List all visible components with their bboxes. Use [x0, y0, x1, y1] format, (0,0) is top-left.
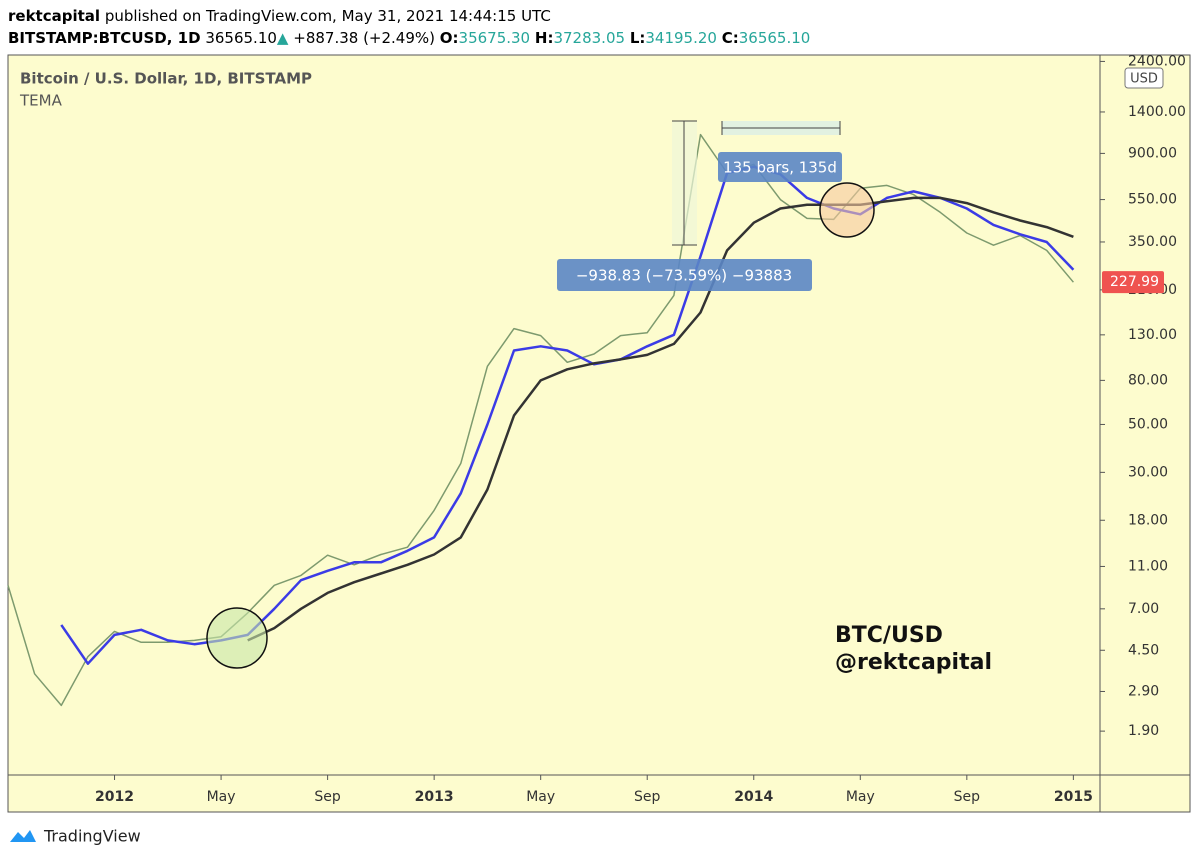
measure-label: 135 bars, 135d: [723, 159, 837, 177]
watermark: @rektcapital: [835, 650, 992, 675]
measure-label-box: [557, 259, 812, 291]
y-tick-label: 1.90: [1128, 723, 1159, 739]
y-tick-label: 4.50: [1128, 642, 1159, 658]
y-tick-label: 80.00: [1128, 372, 1168, 388]
quote-key: O:: [440, 29, 459, 47]
y-tick-label: 130.00: [1128, 327, 1177, 343]
footer: TradingView: [43, 827, 141, 846]
x-tick-label: May: [846, 789, 875, 805]
x-tick-label: 2015: [1054, 789, 1093, 805]
price: 36565.10: [205, 29, 277, 47]
y-tick-label: 7.00: [1128, 601, 1159, 617]
y-tick-label: 350.00: [1128, 234, 1177, 250]
header-line: rektcapital published on TradingView.com…: [8, 7, 551, 25]
x-tick-label: Sep: [954, 789, 981, 805]
axes: 1.90 2.90 4.50 7.00 11.00 18.00 30.00 50.00 80.0…: [95, 53, 1186, 805]
x-tick-label: 2012: [95, 789, 134, 805]
indicator-label: TEMA: [19, 92, 63, 110]
quote-key: L:: [630, 29, 646, 47]
chart-title: Bitcoin / U.S. Dollar, 1D, BITSTAMP: [20, 70, 312, 88]
measure-label-box: [718, 152, 842, 182]
y-tick-label: 2.90: [1128, 683, 1159, 699]
y-tick-label: 900.00: [1128, 145, 1177, 161]
y-tick-label: 1400.00: [1128, 104, 1186, 120]
y-tick-label: 50.00: [1128, 416, 1168, 432]
y-tick-label: 30.00: [1128, 464, 1168, 480]
y-tick-label: 11.00: [1128, 558, 1168, 574]
x-tick-label: 2013: [415, 789, 454, 805]
quote-key: H:: [535, 29, 554, 47]
x-tick-label: 2014: [734, 789, 773, 805]
currency: USD: [1130, 72, 1158, 87]
quote-value: 35675.30: [459, 29, 531, 47]
highlight-circle: [206, 607, 268, 669]
quote-line: BITSTAMP:BTCUSD, 1D 36565.10▲ +887.38 (+…: [8, 29, 810, 47]
last-price-label: 227.99: [1110, 274, 1159, 290]
quote-value: 34195.20: [645, 29, 717, 47]
y-tick-label: 550.00: [1128, 192, 1177, 208]
quote-value: 36565.10: [739, 29, 811, 47]
y-tick-label: 18.00: [1128, 512, 1168, 528]
symbol: BITSTAMP:BTCUSD, 1D: [8, 29, 201, 47]
x-tick-label: May: [526, 789, 555, 805]
x-tick-label: May: [207, 789, 236, 805]
y-tick-label: 2400.00: [1128, 53, 1186, 69]
series-line: [247, 196, 1074, 642]
last-price-box: [1102, 271, 1164, 294]
highlight-circle: [819, 182, 875, 238]
author: rektcapital: [8, 7, 100, 25]
watermark: BTC/USD: [835, 623, 943, 648]
x-tick-label: Sep: [314, 789, 341, 805]
x-tick-label: Sep: [634, 789, 661, 805]
arrow: ▲: [277, 29, 289, 47]
measure-label: −938.83 (−73.59%) −93883: [576, 267, 792, 285]
series-line: [7, 133, 1074, 707]
published: published on TradingView.com, May 31, 20…: [105, 7, 551, 25]
currency-badge: [1124, 67, 1164, 89]
quote-value: 37283.05: [553, 29, 625, 47]
chart-frame: [7, 54, 1191, 813]
logo: [10, 830, 36, 842]
change: +887.38 (+2.49%): [293, 29, 435, 47]
quote-key: C:: [722, 29, 739, 47]
